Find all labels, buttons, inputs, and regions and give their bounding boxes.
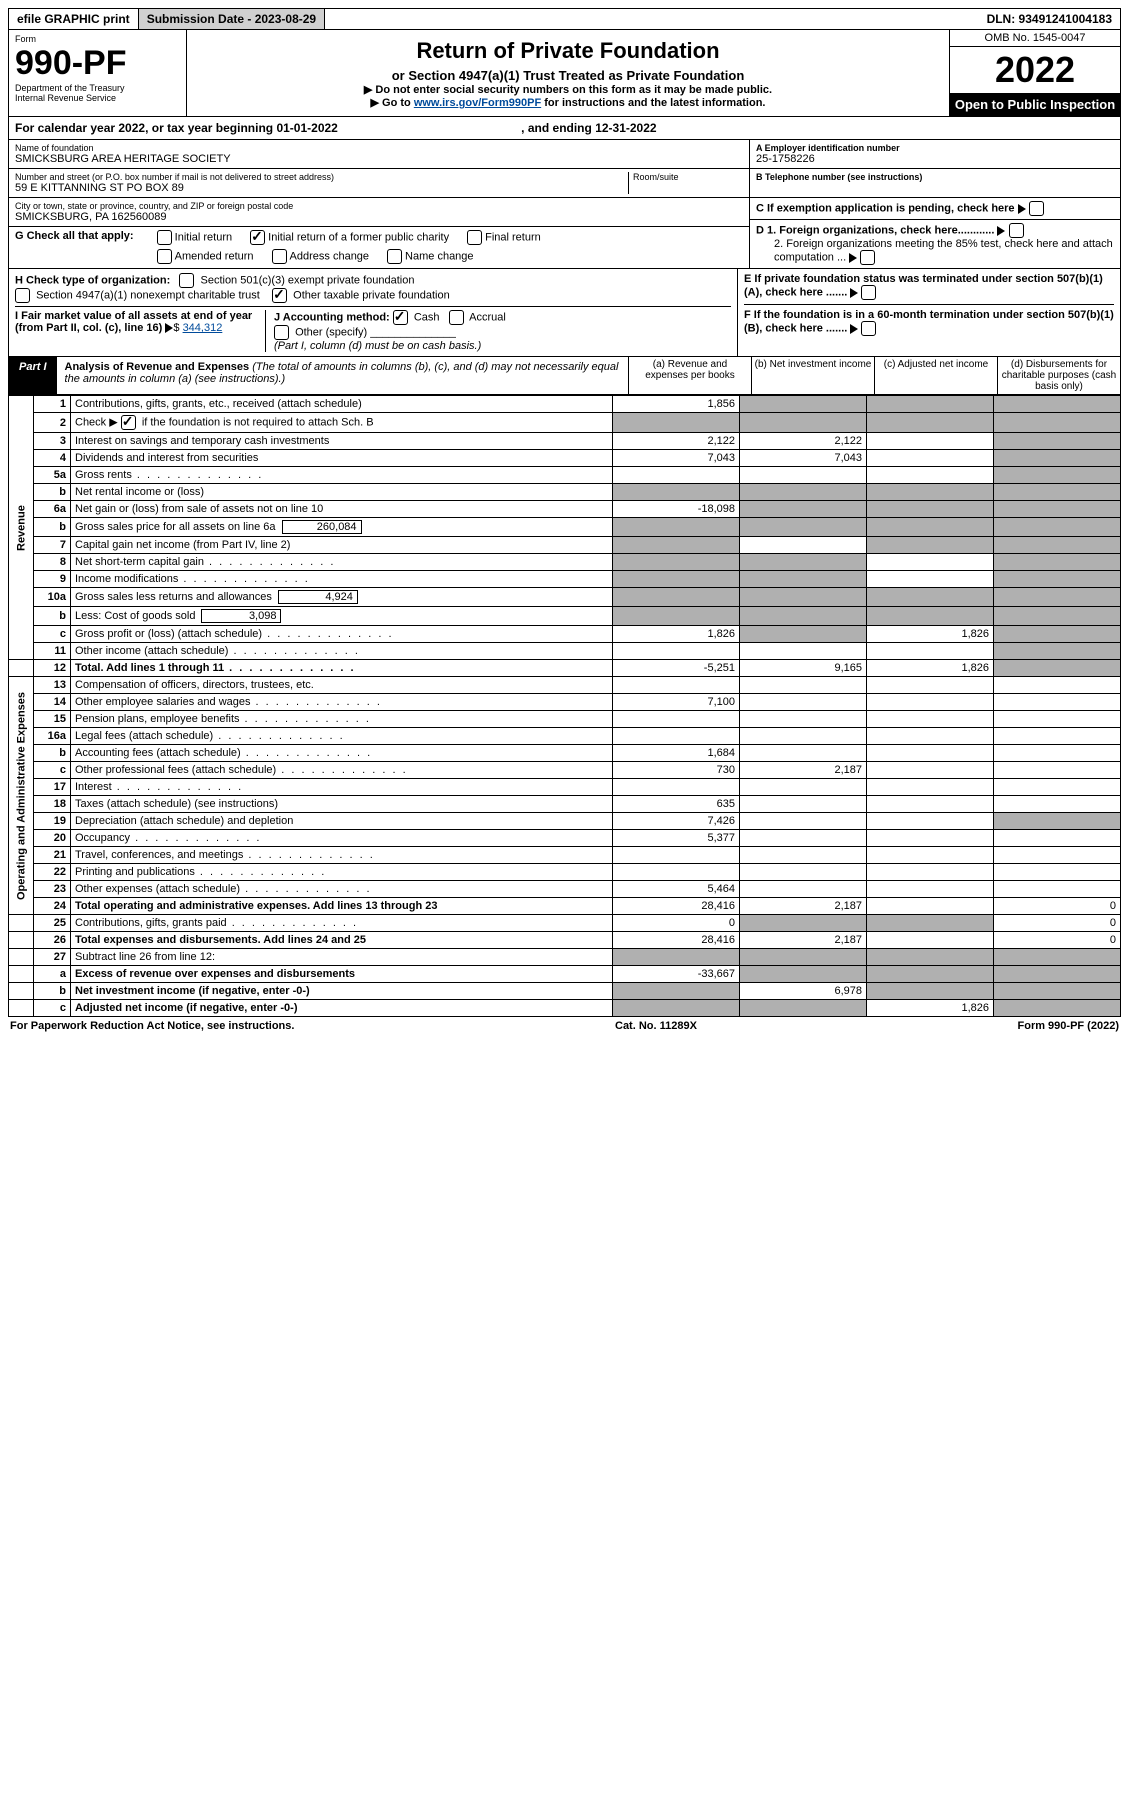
c-label: C If exemption application is pending, c… (756, 202, 1015, 214)
tax-year: 2022 (950, 47, 1120, 93)
form-title: Return of Private Foundation (191, 38, 945, 64)
d1-checkbox[interactable] (1009, 223, 1024, 238)
open-inspection: Open to Public Inspection (950, 93, 1120, 116)
form-number: 990-PF (15, 44, 180, 83)
col-d: (d) Disbursements for charitable purpose… (997, 357, 1120, 394)
schb-checkbox[interactable] (121, 415, 136, 430)
e-label: E If private foundation status was termi… (744, 273, 1103, 298)
city: SMICKSBURG, PA 162560089 (15, 211, 743, 223)
b-label: B Telephone number (see instructions) (756, 172, 1114, 182)
d1-label: D 1. Foreign organizations, check here..… (756, 224, 994, 236)
c-checkbox[interactable] (1029, 201, 1044, 216)
d2-label: 2. Foreign organizations meeting the 85%… (774, 238, 1113, 263)
h-501c3[interactable] (179, 273, 194, 288)
section-hij: H Check type of organization: Section 50… (8, 269, 1121, 357)
addr-label: Number and street (or P.O. box number if… (15, 172, 628, 182)
footer-right: Form 990-PF (2022) (1018, 1020, 1119, 1032)
irs-link[interactable]: www.irs.gov/Form990PF (414, 97, 541, 109)
j-other[interactable] (274, 325, 289, 340)
page-footer: For Paperwork Reduction Act Notice, see … (8, 1017, 1121, 1035)
col-c: (c) Adjusted net income (874, 357, 997, 394)
h-label: H Check type of organization: (15, 274, 170, 286)
irs: Internal Revenue Service (15, 93, 180, 103)
i-value[interactable]: 344,312 (183, 322, 223, 334)
dln: DLN: 93491241004183 (979, 9, 1120, 29)
submission-date: Submission Date - 2023-08-29 (139, 9, 325, 29)
form-subtitle: or Section 4947(a)(1) Trust Treated as P… (191, 68, 945, 83)
calendar-year-line: For calendar year 2022, or tax year begi… (8, 117, 1121, 140)
form-label: Form (15, 34, 180, 44)
form-header: Form 990-PF Department of the Treasury I… (8, 30, 1121, 117)
part1-header: Part I Analysis of Revenue and Expenses … (8, 357, 1121, 395)
col-a: (a) Revenue and expenses per books (628, 357, 751, 394)
efile-label: efile GRAPHIC print (9, 9, 139, 29)
j-cash[interactable] (393, 310, 408, 325)
col-b: (b) Net investment income (751, 357, 874, 394)
g-opt-final[interactable]: Final return (467, 230, 541, 245)
ein: 25-1758226 (756, 153, 1114, 165)
note-ssn: ▶ Do not enter social security numbers o… (191, 83, 945, 96)
h-4947[interactable] (15, 288, 30, 303)
expenses-label: Operating and Administrative Expenses (9, 677, 34, 915)
foundation-name: SMICKSBURG AREA HERITAGE SOCIETY (15, 153, 743, 165)
footer-mid: Cat. No. 11289X (615, 1020, 697, 1032)
name-label: Name of foundation (15, 143, 743, 153)
f-label: F If the foundation is in a 60-month ter… (744, 309, 1114, 334)
city-label: City or town, state or province, country… (15, 201, 743, 211)
g-opt-addr[interactable]: Address change (272, 249, 370, 264)
footer-left: For Paperwork Reduction Act Notice, see … (10, 1020, 294, 1032)
a-label: A Employer identification number (756, 143, 1114, 153)
top-bar: efile GRAPHIC print Submission Date - 20… (8, 8, 1121, 30)
omb-number: OMB No. 1545-0047 (950, 30, 1120, 47)
g-opt-initial[interactable]: Initial return (157, 230, 232, 245)
main-table: Revenue 1Contributions, gifts, grants, e… (8, 395, 1121, 1017)
g-label: G Check all that apply: (15, 230, 134, 242)
note-link: ▶ Go to www.irs.gov/Form990PF for instru… (191, 96, 945, 109)
revenue-label: Revenue (9, 396, 34, 660)
g-opt-name[interactable]: Name change (387, 249, 474, 264)
g-opt-former[interactable]: Initial return of a former public charit… (250, 230, 449, 245)
part1-label: Part I (9, 357, 57, 394)
j-accrual[interactable] (449, 310, 464, 325)
g-opt-amended[interactable]: Amended return (157, 249, 254, 264)
e-checkbox[interactable] (861, 285, 876, 300)
j-label: J Accounting method: (274, 311, 390, 323)
part1-title: Analysis of Revenue and Expenses (65, 361, 250, 373)
d2-checkbox[interactable] (860, 250, 875, 265)
identity-block: Name of foundation SMICKSBURG AREA HERIT… (8, 140, 1121, 269)
address: 59 E KITTANNING ST PO BOX 89 (15, 182, 628, 194)
room-label: Room/suite (633, 172, 743, 182)
j-note: (Part I, column (d) must be on cash basi… (274, 340, 481, 352)
f-checkbox[interactable] (861, 321, 876, 336)
dept: Department of the Treasury (15, 83, 180, 93)
h-other-taxable[interactable] (272, 288, 287, 303)
